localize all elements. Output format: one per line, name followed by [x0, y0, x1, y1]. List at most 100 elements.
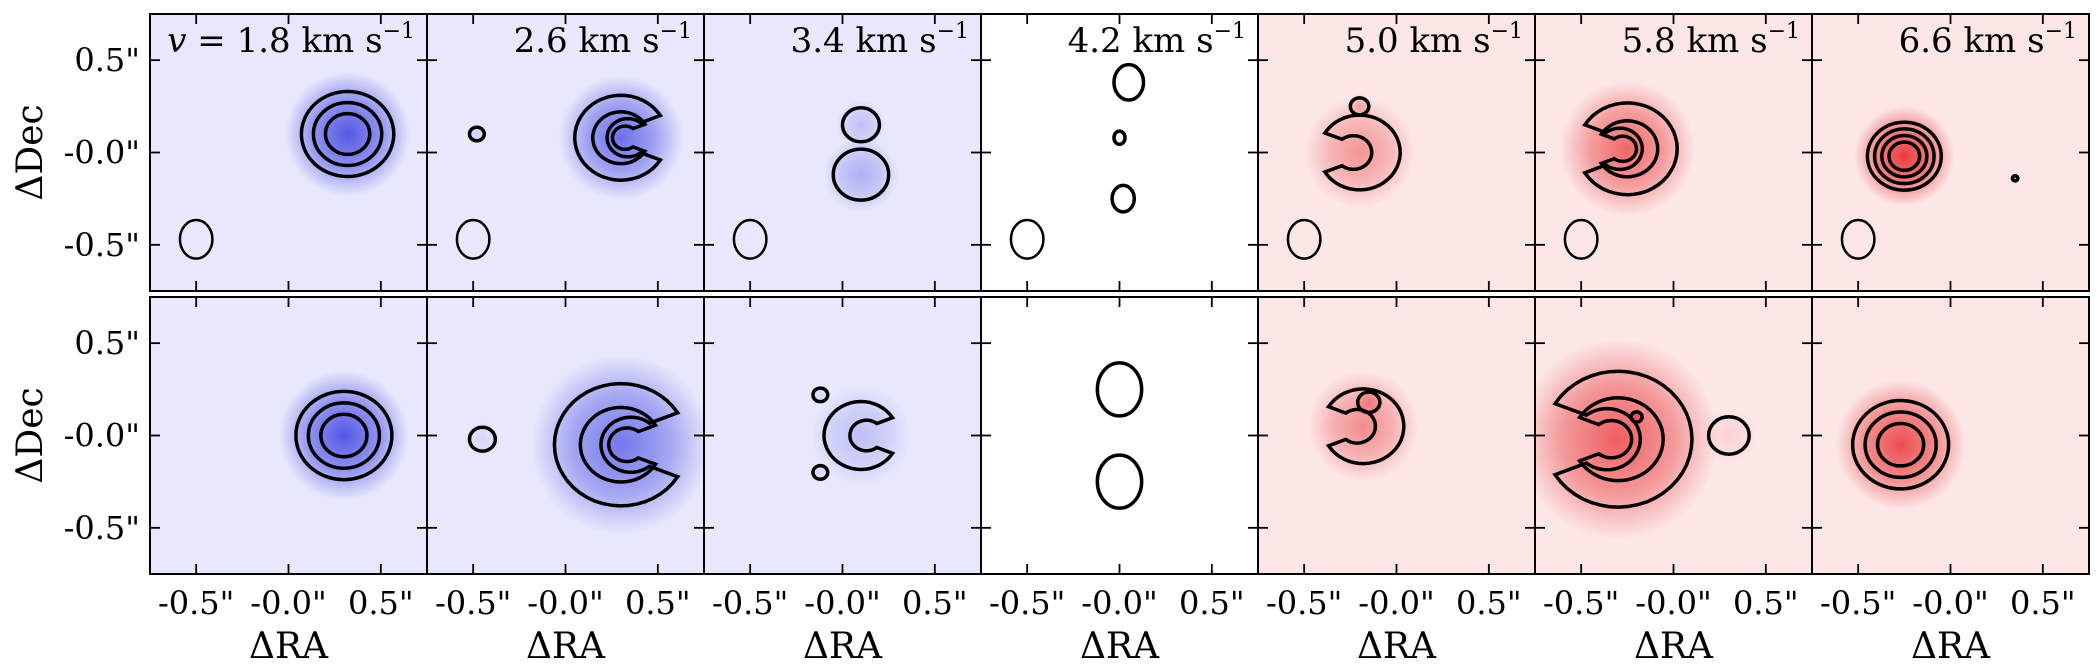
x-axis-label: ΔRA	[249, 626, 329, 665]
contour	[306, 401, 382, 470]
contour	[467, 425, 498, 453]
x-tick-label: -0.0"	[527, 584, 603, 622]
panel-top-1.8	[150, 14, 427, 291]
contour	[319, 412, 369, 459]
beam-ellipse	[732, 218, 768, 260]
contour	[1576, 395, 1665, 483]
x-tick-label: 0.5"	[348, 584, 414, 622]
x-tick-label: -0.5"	[712, 584, 788, 622]
x-tick-label: -0.5"	[989, 584, 1065, 622]
contour	[299, 89, 396, 179]
contour	[578, 405, 659, 484]
x-tick-label: -0.5"	[158, 584, 234, 622]
x-tick-label: -0.0"	[1081, 584, 1157, 622]
contour	[1110, 183, 1137, 214]
y-tick-label: -0.0"	[64, 134, 140, 172]
contour	[1112, 62, 1146, 102]
contour	[323, 111, 372, 157]
contour	[1865, 120, 1944, 192]
velocity-label: 4.2 km s−1	[1068, 19, 1246, 61]
x-tick-label: 0.5"	[2010, 584, 2076, 622]
contour	[1863, 410, 1938, 480]
x-tick-label: 0.5"	[625, 584, 691, 622]
y-axis-label: ΔDec	[10, 387, 51, 483]
panel-bottom-5.8	[1535, 297, 1812, 574]
beam-ellipse	[1286, 218, 1322, 260]
x-tick-label: 0.5"	[1179, 584, 1245, 622]
contour	[1875, 421, 1926, 468]
contour	[1322, 113, 1402, 192]
y-tick-label: 0.5"	[74, 41, 140, 79]
contour	[1887, 140, 1922, 173]
panel-bottom-6.6	[1812, 297, 2089, 574]
beam-ellipse	[1840, 218, 1876, 260]
panel-background	[981, 14, 1258, 291]
contour	[811, 463, 830, 481]
velocity-label: 5.8 km s−1	[1622, 19, 1800, 61]
x-tick-label: -0.5"	[435, 584, 511, 622]
beam-ellipse	[1563, 218, 1599, 260]
contour	[1598, 119, 1660, 179]
velocity-label: 5.0 km s−1	[1345, 19, 1523, 61]
x-axis-label: ΔRA	[1911, 626, 1991, 665]
contour	[572, 93, 664, 182]
x-tick-label: 0.5"	[1456, 584, 1522, 622]
panel-top-4.2	[981, 14, 1258, 291]
x-tick-label: 0.5"	[902, 584, 968, 622]
y-tick-label: 0.5"	[74, 324, 140, 362]
x-axis-label: ΔRA	[1080, 626, 1160, 665]
x-axis-label: ΔRA	[803, 626, 883, 665]
contour	[2010, 174, 2020, 183]
x-tick-label: -0.0"	[1358, 584, 1434, 622]
beam-ellipse	[1009, 218, 1045, 260]
contour	[311, 100, 384, 168]
panel-bottom-5.0	[1258, 297, 1535, 574]
contour	[1112, 129, 1127, 147]
contour	[590, 110, 648, 166]
panel-bottom-4.2	[981, 297, 1258, 574]
contour	[1850, 398, 1951, 491]
y-tick-label: -0.5"	[64, 226, 140, 264]
velocity-label: v = 1.8 km s−1	[167, 19, 415, 61]
contour	[294, 389, 394, 482]
velocity-label: 3.4 km s−1	[791, 19, 969, 61]
x-tick-label: -0.0"	[804, 584, 880, 622]
x-tick-label: -0.5"	[1820, 584, 1896, 622]
x-tick-label: 0.5"	[1733, 584, 1799, 622]
x-axis-label: ΔRA	[1634, 626, 1714, 665]
contour	[1706, 415, 1751, 456]
contour	[1348, 96, 1371, 117]
velocity-label: 6.6 km s−1	[1899, 19, 2077, 61]
panel-top-5.0	[1258, 14, 1535, 291]
panel-top-2.6	[427, 14, 704, 291]
beam-ellipse	[455, 218, 491, 260]
contour	[552, 381, 681, 508]
x-tick-label: -0.0"	[250, 584, 326, 622]
x-axis-label: ΔRA	[1357, 626, 1437, 665]
panel-background	[981, 297, 1258, 574]
panels	[149, 13, 2090, 575]
velocity-label: 2.6 km s−1	[514, 19, 692, 61]
emission-blob	[1535, 339, 1718, 539]
panel-bottom-1.8	[150, 297, 427, 574]
contour	[1872, 127, 1936, 186]
contour	[840, 106, 882, 144]
x-tick-label: -0.0"	[1635, 584, 1711, 622]
contour	[1095, 361, 1144, 418]
contour	[822, 399, 896, 472]
x-axis-label: ΔRA	[526, 626, 606, 665]
x-tick-label: -0.5"	[1543, 584, 1619, 622]
x-tick-label: -0.5"	[1266, 584, 1342, 622]
y-tick-label: -0.0"	[64, 417, 140, 455]
ticks	[150, 14, 2089, 574]
panel-bottom-3.4	[704, 297, 981, 574]
panel-top-5.8	[1535, 14, 1812, 291]
contour	[1581, 101, 1679, 197]
labels: v = 1.8 km s−1 2.6 km s−1 3.4 km s−1 4.2 km…	[10, 19, 2077, 665]
y-axis-label: ΔDec	[10, 104, 51, 200]
contour	[467, 125, 486, 143]
panel-top-3.4	[704, 14, 981, 291]
contour	[1355, 390, 1382, 415]
contour	[1095, 453, 1144, 510]
